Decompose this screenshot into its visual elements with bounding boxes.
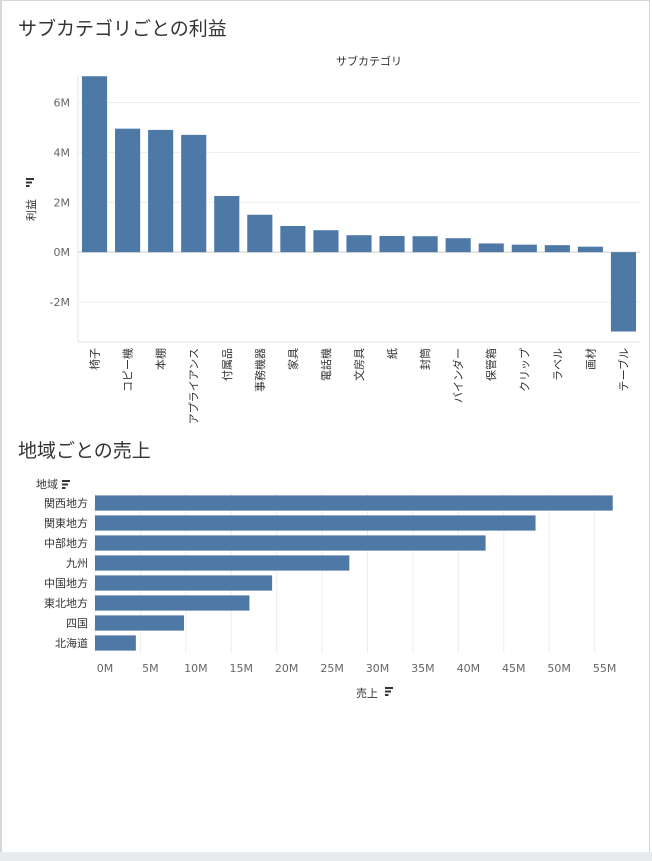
x-category-label: 椅子 [88,348,102,370]
bar[interactable] [95,535,486,551]
sort-icon-bar [385,694,389,696]
bar[interactable] [247,214,273,253]
y-category-label: 中部地方 [44,536,88,550]
x-category-label: 本棚 [154,348,168,370]
bar[interactable] [280,225,306,253]
sort-icon-bar [26,178,34,180]
sort-icon-bar [62,480,70,482]
x-tick-label: 5M [142,662,159,675]
x-tick-label: 15M [230,662,254,675]
bar[interactable] [214,196,240,253]
bar[interactable] [511,244,537,253]
sort-icon-bar [26,181,32,184]
bar[interactable] [95,495,613,511]
bar[interactable] [412,236,438,253]
sort-icon-bar [26,185,30,187]
sort-icon-bar [62,483,68,486]
x-category-label: 付属品 [221,348,234,381]
chart2-title: 地域ごとの売上 [18,440,151,462]
x-category-label: 家具 [286,348,300,370]
bar[interactable] [181,134,207,253]
x-category-label: 事務機器 [253,348,267,392]
sort-icon-bar [385,690,391,693]
bar[interactable] [346,235,372,253]
bar[interactable] [115,128,141,253]
y-category-label: 東北地方 [44,596,88,610]
x-axis-sort-icon[interactable] [385,687,393,696]
x-tick-label: 55M [593,662,617,675]
chart2-header: 地域 [36,478,58,491]
y-category-label: 九州 [66,557,88,570]
x-tick-label: 25M [320,662,344,675]
bar[interactable] [313,230,339,253]
bar[interactable] [445,238,471,253]
bar[interactable] [95,595,250,611]
y-axis-sort-icon[interactable] [26,178,34,187]
bar[interactable] [95,635,136,651]
x-category-label: 封筒 [418,348,432,370]
x-tick-label: 50M [547,662,571,675]
bar[interactable] [577,246,603,253]
x-axis-title: 売上 [356,687,378,700]
y-category-label: 四国 [66,617,88,630]
bar[interactable] [544,245,570,253]
x-tick-label: 0M [97,662,114,675]
y-category-label: 関西地方 [44,496,88,510]
bar[interactable] [95,555,350,571]
bottom-scroll-strip [0,852,652,861]
y-category-label: 中国地方 [44,576,88,590]
x-category-label: 紙 [385,348,399,359]
sort-icon-bar [385,687,393,689]
y-tick-label: -2M [50,296,70,309]
bar[interactable] [478,243,504,253]
x-category-label: バインダー [451,348,465,403]
x-tick-label: 40M [457,662,481,675]
x-category-label: アプライアンス [188,348,201,424]
x-tick-label: 10M [184,662,208,675]
x-category-label: 文房具 [352,348,366,381]
x-category-label: ラベル [551,348,564,381]
x-tick-label: 35M [411,662,435,675]
y-tick-label: 2M [54,196,71,209]
bar[interactable] [95,515,536,531]
x-category-label: テーブル [616,348,630,391]
x-category-label: 画材 [583,348,597,370]
chart1-title: サブカテゴリごとの利益 [18,18,227,40]
bar[interactable] [148,129,174,253]
x-category-label: 保管箱 [484,348,498,381]
x-tick-label: 30M [366,662,390,675]
y-axis-title: 利益 [24,199,38,221]
bar[interactable] [610,252,637,332]
x-tick-label: 20M [275,662,299,675]
x-tick-label: 45M [502,662,526,675]
sort-icon-bar [62,487,66,489]
y-tick-label: 4M [54,146,71,159]
y-category-label: 北海道 [55,636,88,650]
y-category-label: 関東地方 [44,516,88,530]
bar[interactable] [95,575,273,591]
region-sort-icon[interactable] [62,480,70,489]
bar[interactable] [379,235,405,253]
bar[interactable] [95,615,185,631]
bar[interactable] [81,76,108,253]
chart1-header: サブカテゴリ [336,54,402,68]
x-category-label: コピー機 [121,348,135,392]
x-category-label: 電話機 [319,348,333,381]
y-tick-label: 6M [54,96,71,109]
x-category-label: クリップ [518,348,531,392]
y-tick-label: 0M [54,246,71,259]
